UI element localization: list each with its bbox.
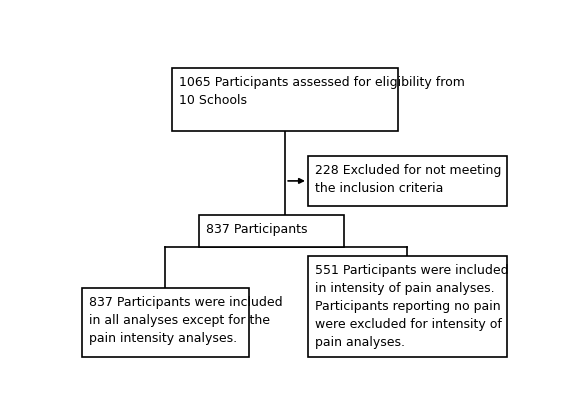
FancyBboxPatch shape: [199, 215, 344, 247]
Text: 837 Participants were included
in all analyses except for the
pain intensity ana: 837 Participants were included in all an…: [89, 295, 282, 345]
Text: 1065 Participants assessed for eligibility from
10 Schools: 1065 Participants assessed for eligibili…: [179, 75, 465, 106]
FancyBboxPatch shape: [82, 288, 249, 357]
Text: 228 Excluded for not meeting
the inclusion criteria: 228 Excluded for not meeting the inclusi…: [315, 164, 501, 195]
FancyBboxPatch shape: [308, 256, 507, 357]
Text: 837 Participants: 837 Participants: [206, 223, 308, 236]
FancyBboxPatch shape: [308, 156, 507, 206]
Text: 551 Participants were included
in intensity of pain analyses.
Participants repor: 551 Participants were included in intens…: [315, 264, 508, 349]
FancyBboxPatch shape: [173, 68, 398, 131]
